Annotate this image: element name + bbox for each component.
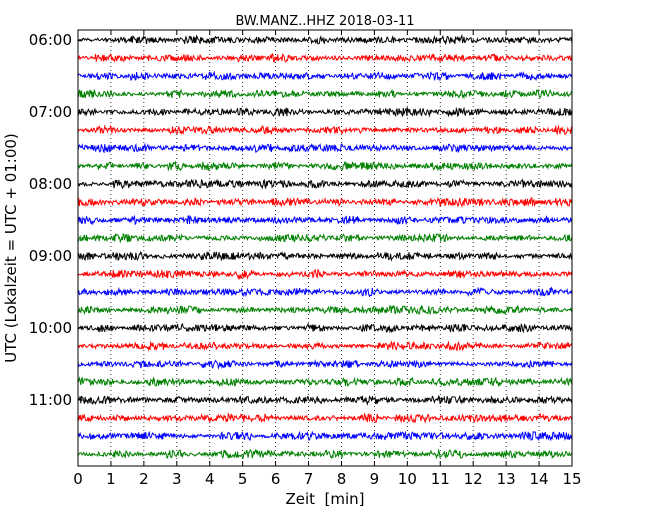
seismogram-trace-1015: [77, 340, 573, 352]
seismogram-trace-0615: [77, 52, 573, 64]
x-tick-label: 14: [530, 470, 549, 488]
seismogram-trace-1000: [77, 322, 573, 334]
seismogram-trace-1045: [77, 376, 573, 387]
seismogram-trace-0945: [78, 304, 573, 316]
y-axis: 06:00 07:00 08:00 09:00 10:00 11:00: [29, 31, 572, 409]
x-tick-label: 7: [304, 470, 314, 488]
seismogram-trace-0630: [77, 70, 573, 82]
x-tick-label: 9: [370, 470, 380, 488]
seismogram-trace-0930: [77, 286, 573, 298]
seismogram-trace-1130: [77, 430, 573, 442]
x-tick-label: 8: [337, 470, 347, 488]
x-axis-title: Zeit [min]: [285, 490, 364, 508]
x-tick-label: 3: [172, 470, 182, 488]
seismogram-trace-0745: [77, 160, 573, 172]
y-tick-label: 06:00: [29, 31, 72, 49]
y-tick-label: 10:00: [29, 319, 72, 337]
y-tick-label: 11:00: [29, 391, 72, 409]
x-tick-label: 6: [271, 470, 281, 488]
x-tick-label: 4: [205, 470, 215, 488]
seismogram-trace-0815: [77, 196, 573, 208]
chart-title: BW.MANZ..HHZ 2018-03-11: [235, 14, 414, 29]
x-tick-label: 10: [398, 470, 417, 488]
x-tick-label: 12: [464, 470, 483, 488]
x-tick-label: 5: [238, 470, 248, 488]
x-tick-label: 11: [431, 470, 450, 488]
seismogram-trace-1145: [77, 448, 573, 460]
seismogram-trace-0830: [77, 214, 573, 226]
y-tick-label: 07:00: [29, 103, 72, 121]
seismogram-trace-0730: [77, 142, 573, 154]
y-tick-label: 09:00: [29, 247, 72, 265]
grid-lines: [110, 30, 540, 466]
x-tick-label: 1: [106, 470, 116, 488]
seismogram-trace-0715: [77, 124, 573, 136]
seismogram-trace-1030: [77, 359, 573, 370]
seismogram-trace-0645: [77, 88, 573, 100]
seismogram-trace-0900: [77, 250, 573, 262]
x-tick-label: 2: [139, 470, 149, 488]
plot-frame: [77, 29, 573, 467]
trace-layer: [77, 34, 573, 460]
x-axis: 0 1 2 3 4 5 6 7 8 9 10 11 12 13 14 15: [73, 30, 582, 488]
seismogram-trace-0845: [77, 232, 573, 244]
y-axis-title: UTC (Lokalzeit = UTC + 01:00): [2, 133, 20, 363]
x-tick-label: 13: [497, 470, 516, 488]
seismogram-trace-0800: [77, 178, 573, 190]
seismogram-trace-0700: [77, 106, 573, 118]
seismogram-trace-0915: [77, 268, 573, 281]
seismogram-trace-0600: [77, 34, 573, 46]
seismogram-trace-1100: [77, 394, 573, 406]
y-tick-label: 08:00: [29, 175, 72, 193]
x-tick-label: 15: [562, 470, 581, 488]
seismogram-trace-1115: [77, 412, 573, 424]
x-tick-label: 0: [73, 470, 83, 488]
